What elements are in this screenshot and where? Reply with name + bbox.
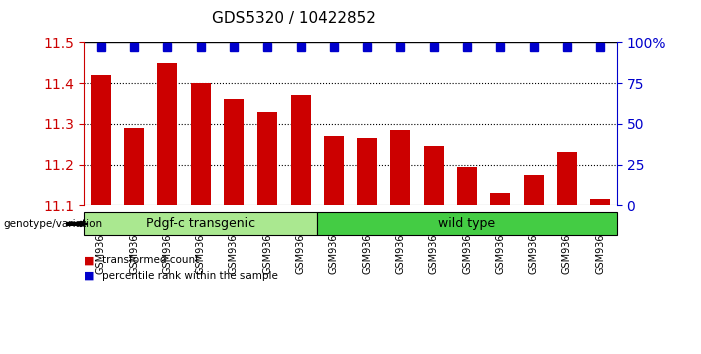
Bar (390, 130, 411, 205)
Bar (191, 83, 210, 205)
Text: ■: ■ (84, 255, 95, 265)
Text: transformed count: transformed count (102, 255, 199, 265)
Bar (324, 136, 343, 205)
Text: Pdgf-c transgenic: Pdgf-c transgenic (146, 217, 255, 230)
Bar (124, 128, 144, 205)
Text: percentile rank within the sample: percentile rank within the sample (102, 271, 278, 281)
Bar (490, 193, 510, 205)
Text: wild type: wild type (439, 217, 496, 230)
Bar (157, 63, 177, 205)
Bar (457, 167, 477, 205)
Bar (290, 96, 311, 205)
Bar (524, 175, 543, 205)
Bar (590, 199, 610, 205)
Bar (90, 75, 111, 205)
Bar (257, 112, 278, 205)
Bar (557, 152, 577, 205)
Text: genotype/variation: genotype/variation (4, 219, 102, 229)
Bar (423, 146, 444, 205)
Bar (224, 99, 244, 205)
Text: GDS5320 / 10422852: GDS5320 / 10422852 (212, 11, 376, 25)
Text: ■: ■ (84, 271, 95, 281)
Bar (357, 138, 377, 205)
